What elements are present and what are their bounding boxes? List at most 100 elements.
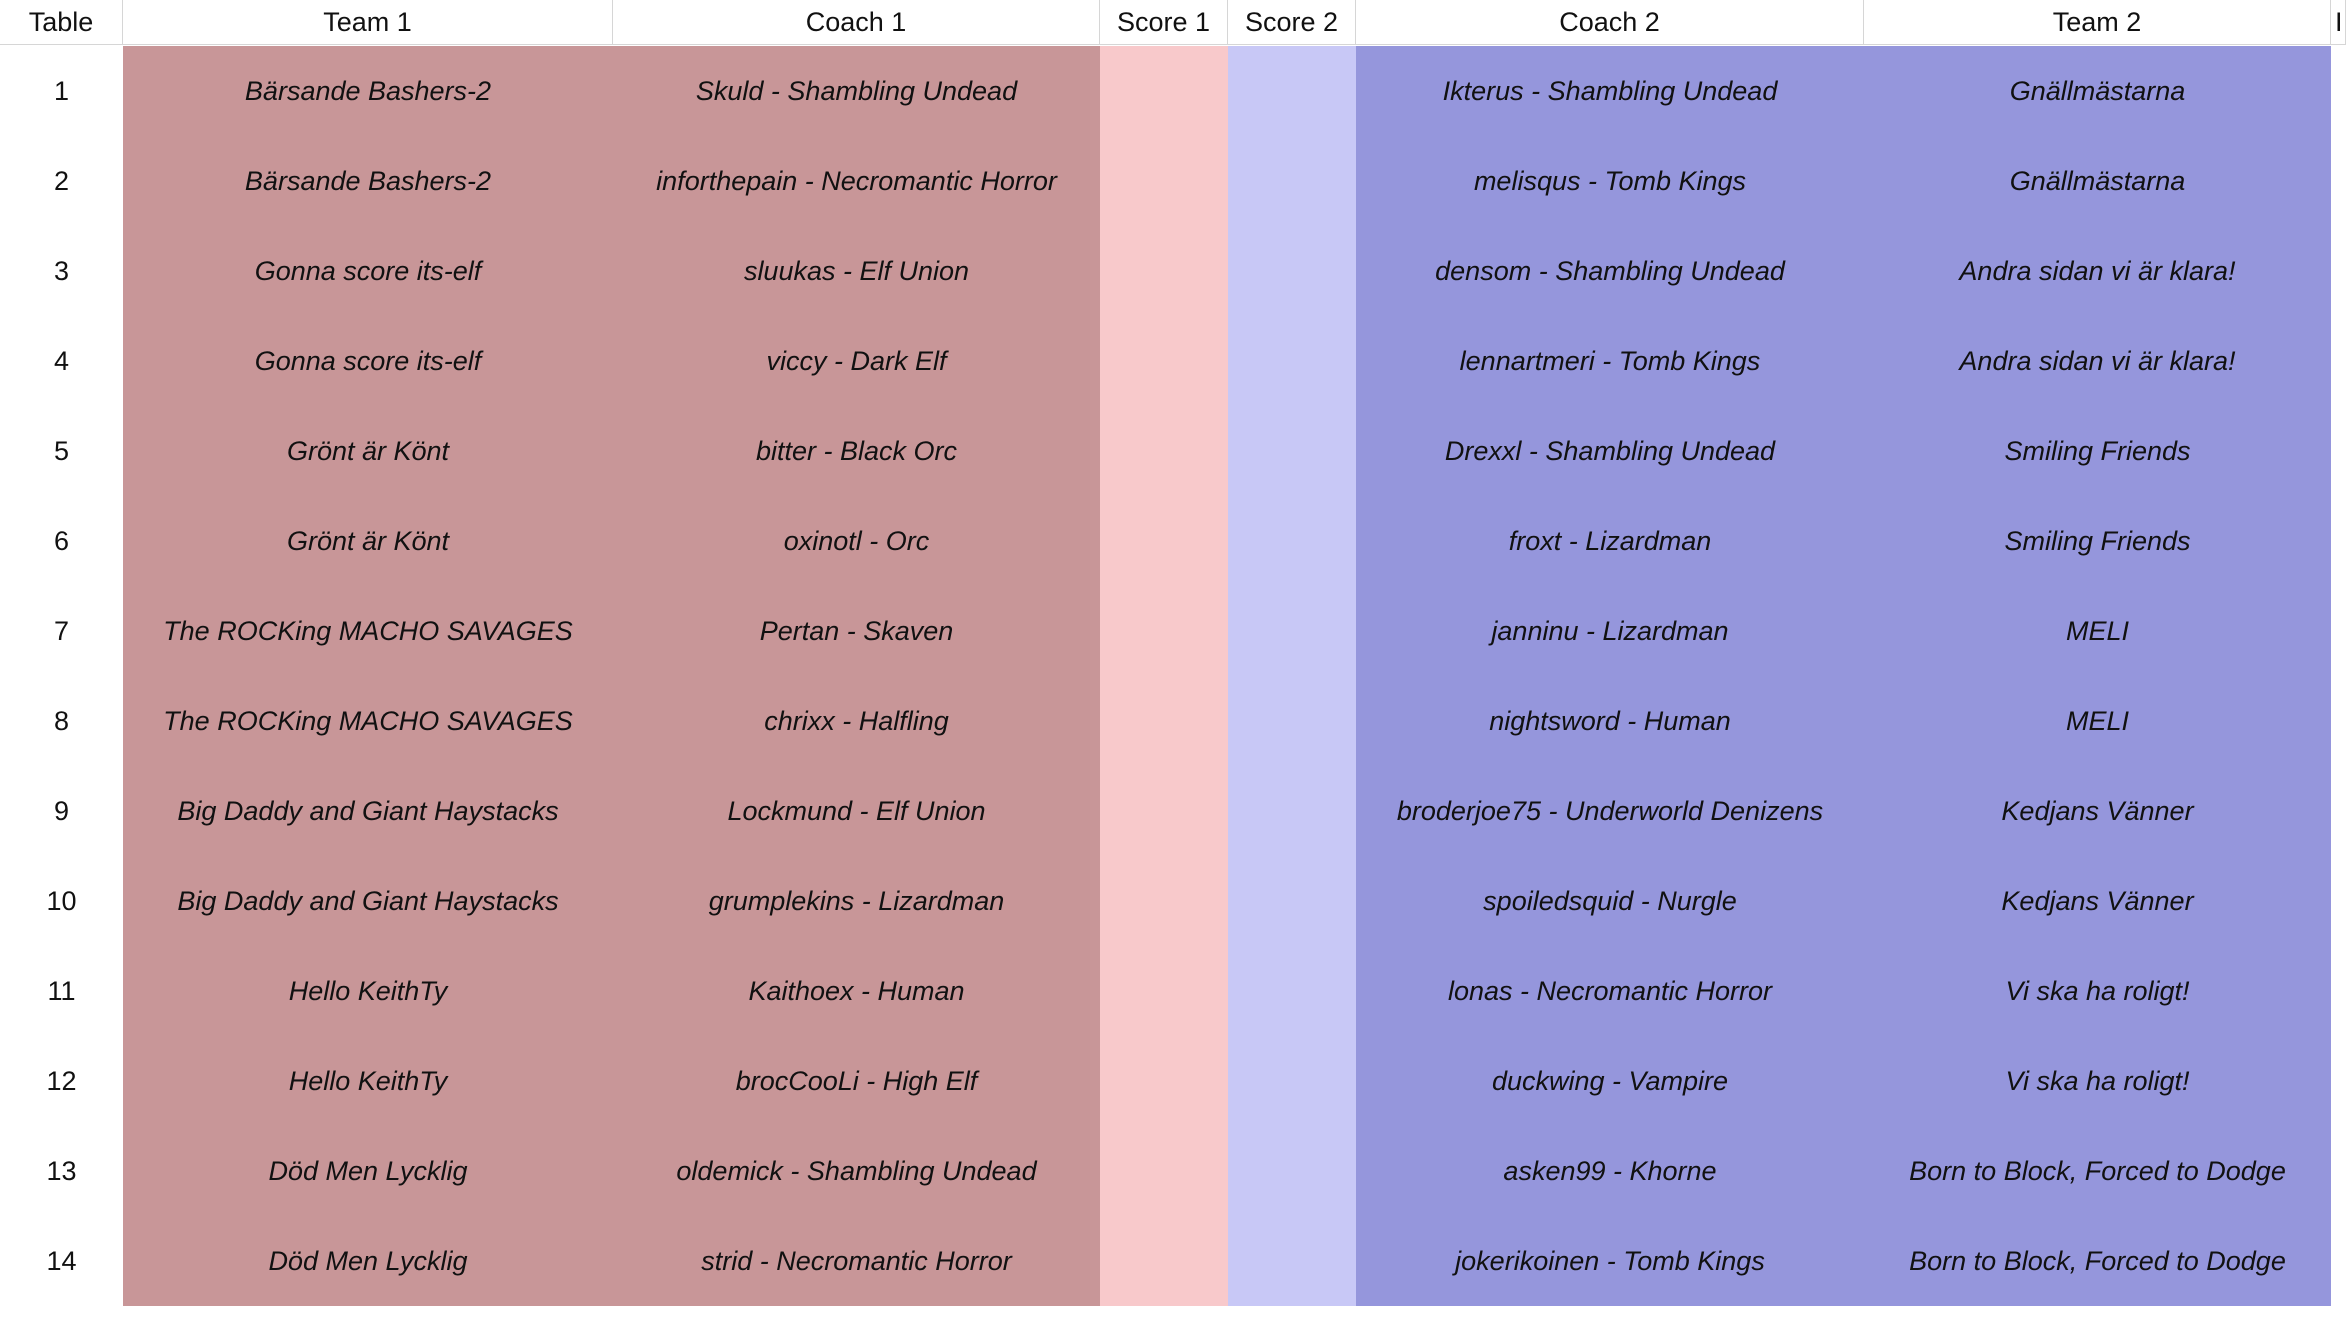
table-number-cell[interactable]: 7 — [0, 586, 123, 676]
coach-2-cell[interactable]: Drexxl - Shambling Undead — [1356, 406, 1864, 496]
score-1-cell[interactable] — [1100, 586, 1228, 676]
score-1-cell[interactable] — [1100, 676, 1228, 766]
coach-1-cell[interactable]: oldemick - Shambling Undead — [613, 1126, 1100, 1216]
next-column-cell[interactable] — [2331, 496, 2346, 586]
team-1-cell[interactable]: The ROCKing MACHO SAVAGES — [123, 676, 613, 766]
next-column-cell[interactable] — [2331, 406, 2346, 496]
coach-2-cell[interactable]: asken99 - Khorne — [1356, 1126, 1864, 1216]
header-score-1[interactable]: Score 1 — [1100, 0, 1228, 44]
score-2-cell[interactable] — [1228, 1126, 1356, 1216]
table-number-cell[interactable]: 13 — [0, 1126, 123, 1216]
table-number-cell[interactable]: 10 — [0, 856, 123, 946]
coach-2-cell[interactable]: froxt - Lizardman — [1356, 496, 1864, 586]
next-column-cell[interactable] — [2331, 1216, 2346, 1306]
score-1-cell[interactable] — [1100, 316, 1228, 406]
coach-1-cell[interactable]: Kaithoex - Human — [613, 946, 1100, 1036]
next-column-cell[interactable] — [2331, 856, 2346, 946]
team-1-cell[interactable]: Bärsande Bashers-2 — [123, 136, 613, 226]
coach-2-cell[interactable]: Ikterus - Shambling Undead — [1356, 46, 1864, 136]
header-table[interactable]: Table — [0, 0, 123, 44]
team-2-cell[interactable]: Vi ska ha roligt! — [1864, 946, 2331, 1036]
score-1-cell[interactable] — [1100, 496, 1228, 586]
header-next-column[interactable]: I — [2331, 0, 2346, 44]
coach-2-cell[interactable]: lennartmeri - Tomb Kings — [1356, 316, 1864, 406]
score-2-cell[interactable] — [1228, 946, 1356, 1036]
coach-1-cell[interactable]: grumplekins - Lizardman — [613, 856, 1100, 946]
team-1-cell[interactable]: Big Daddy and Giant Haystacks — [123, 856, 613, 946]
coach-2-cell[interactable]: nightsword - Human — [1356, 676, 1864, 766]
coach-2-cell[interactable]: densom - Shambling Undead — [1356, 226, 1864, 316]
coach-1-cell[interactable]: Skuld - Shambling Undead — [613, 46, 1100, 136]
team-1-cell[interactable]: Död Men Lycklig — [123, 1126, 613, 1216]
team-1-cell[interactable]: Bärsande Bashers-2 — [123, 46, 613, 136]
team-1-cell[interactable]: Hello KeithTy — [123, 946, 613, 1036]
coach-1-cell[interactable]: Pertan - Skaven — [613, 586, 1100, 676]
header-team-1[interactable]: Team 1 — [123, 0, 613, 44]
team-1-cell[interactable]: Grönt är Könt — [123, 496, 613, 586]
table-number-cell[interactable]: 11 — [0, 946, 123, 1036]
table-number-cell[interactable]: 9 — [0, 766, 123, 856]
score-2-cell[interactable] — [1228, 316, 1356, 406]
next-column-cell[interactable] — [2331, 316, 2346, 406]
score-2-cell[interactable] — [1228, 586, 1356, 676]
team-1-cell[interactable]: Grönt är Könt — [123, 406, 613, 496]
header-team-2[interactable]: Team 2 — [1864, 0, 2331, 44]
table-number-cell[interactable]: 4 — [0, 316, 123, 406]
header-coach-2[interactable]: Coach 2 — [1356, 0, 1864, 44]
team-1-cell[interactable]: The ROCKing MACHO SAVAGES — [123, 586, 613, 676]
score-1-cell[interactable] — [1100, 1036, 1228, 1126]
team-2-cell[interactable]: MELI — [1864, 676, 2331, 766]
score-2-cell[interactable] — [1228, 136, 1356, 226]
coach-1-cell[interactable]: brocCooLi - High Elf — [613, 1036, 1100, 1126]
score-2-cell[interactable] — [1228, 406, 1356, 496]
team-2-cell[interactable]: Smiling Friends — [1864, 406, 2331, 496]
next-column-cell[interactable] — [2331, 766, 2346, 856]
score-1-cell[interactable] — [1100, 766, 1228, 856]
team-2-cell[interactable]: Smiling Friends — [1864, 496, 2331, 586]
score-1-cell[interactable] — [1100, 856, 1228, 946]
score-2-cell[interactable] — [1228, 766, 1356, 856]
team-2-cell[interactable]: Kedjans Vänner — [1864, 766, 2331, 856]
team-1-cell[interactable]: Död Men Lycklig — [123, 1216, 613, 1306]
score-2-cell[interactable] — [1228, 226, 1356, 316]
score-1-cell[interactable] — [1100, 226, 1228, 316]
coach-1-cell[interactable]: viccy - Dark Elf — [613, 316, 1100, 406]
score-2-cell[interactable] — [1228, 1216, 1356, 1306]
coach-1-cell[interactable]: strid - Necromantic Horror — [613, 1216, 1100, 1306]
next-column-cell[interactable] — [2331, 1036, 2346, 1126]
team-1-cell[interactable]: Gonna score its-elf — [123, 316, 613, 406]
coach-1-cell[interactable]: sluukas - Elf Union — [613, 226, 1100, 316]
team-2-cell[interactable]: Born to Block, Forced to Dodge — [1864, 1126, 2331, 1216]
score-2-cell[interactable] — [1228, 1036, 1356, 1126]
team-2-cell[interactable]: Gnällmästarna — [1864, 46, 2331, 136]
next-column-cell[interactable] — [2331, 226, 2346, 316]
table-number-cell[interactable]: 2 — [0, 136, 123, 226]
score-2-cell[interactable] — [1228, 496, 1356, 586]
next-column-cell[interactable] — [2331, 136, 2346, 226]
table-number-cell[interactable]: 1 — [0, 46, 123, 136]
team-2-cell[interactable]: Vi ska ha roligt! — [1864, 1036, 2331, 1126]
team-2-cell[interactable]: Andra sidan vi är klara! — [1864, 226, 2331, 316]
score-2-cell[interactable] — [1228, 46, 1356, 136]
coach-2-cell[interactable]: lonas - Necromantic Horror — [1356, 946, 1864, 1036]
coach-2-cell[interactable]: jokerikoinen - Tomb Kings — [1356, 1216, 1864, 1306]
next-column-cell[interactable] — [2331, 676, 2346, 766]
team-2-cell[interactable]: MELI — [1864, 586, 2331, 676]
coach-1-cell[interactable]: chrixx - Halfling — [613, 676, 1100, 766]
score-1-cell[interactable] — [1100, 1126, 1228, 1216]
table-number-cell[interactable]: 3 — [0, 226, 123, 316]
header-coach-1[interactable]: Coach 1 — [613, 0, 1100, 44]
score-1-cell[interactable] — [1100, 946, 1228, 1036]
table-number-cell[interactable]: 5 — [0, 406, 123, 496]
team-2-cell[interactable]: Andra sidan vi är klara! — [1864, 316, 2331, 406]
score-1-cell[interactable] — [1100, 136, 1228, 226]
table-number-cell[interactable]: 6 — [0, 496, 123, 586]
coach-1-cell[interactable]: oxinotl - Orc — [613, 496, 1100, 586]
table-number-cell[interactable]: 8 — [0, 676, 123, 766]
table-number-cell[interactable]: 14 — [0, 1216, 123, 1306]
coach-1-cell[interactable]: Lockmund - Elf Union — [613, 766, 1100, 856]
score-2-cell[interactable] — [1228, 676, 1356, 766]
team-1-cell[interactable]: Big Daddy and Giant Haystacks — [123, 766, 613, 856]
next-column-cell[interactable] — [2331, 1126, 2346, 1216]
coach-2-cell[interactable]: janninu - Lizardman — [1356, 586, 1864, 676]
